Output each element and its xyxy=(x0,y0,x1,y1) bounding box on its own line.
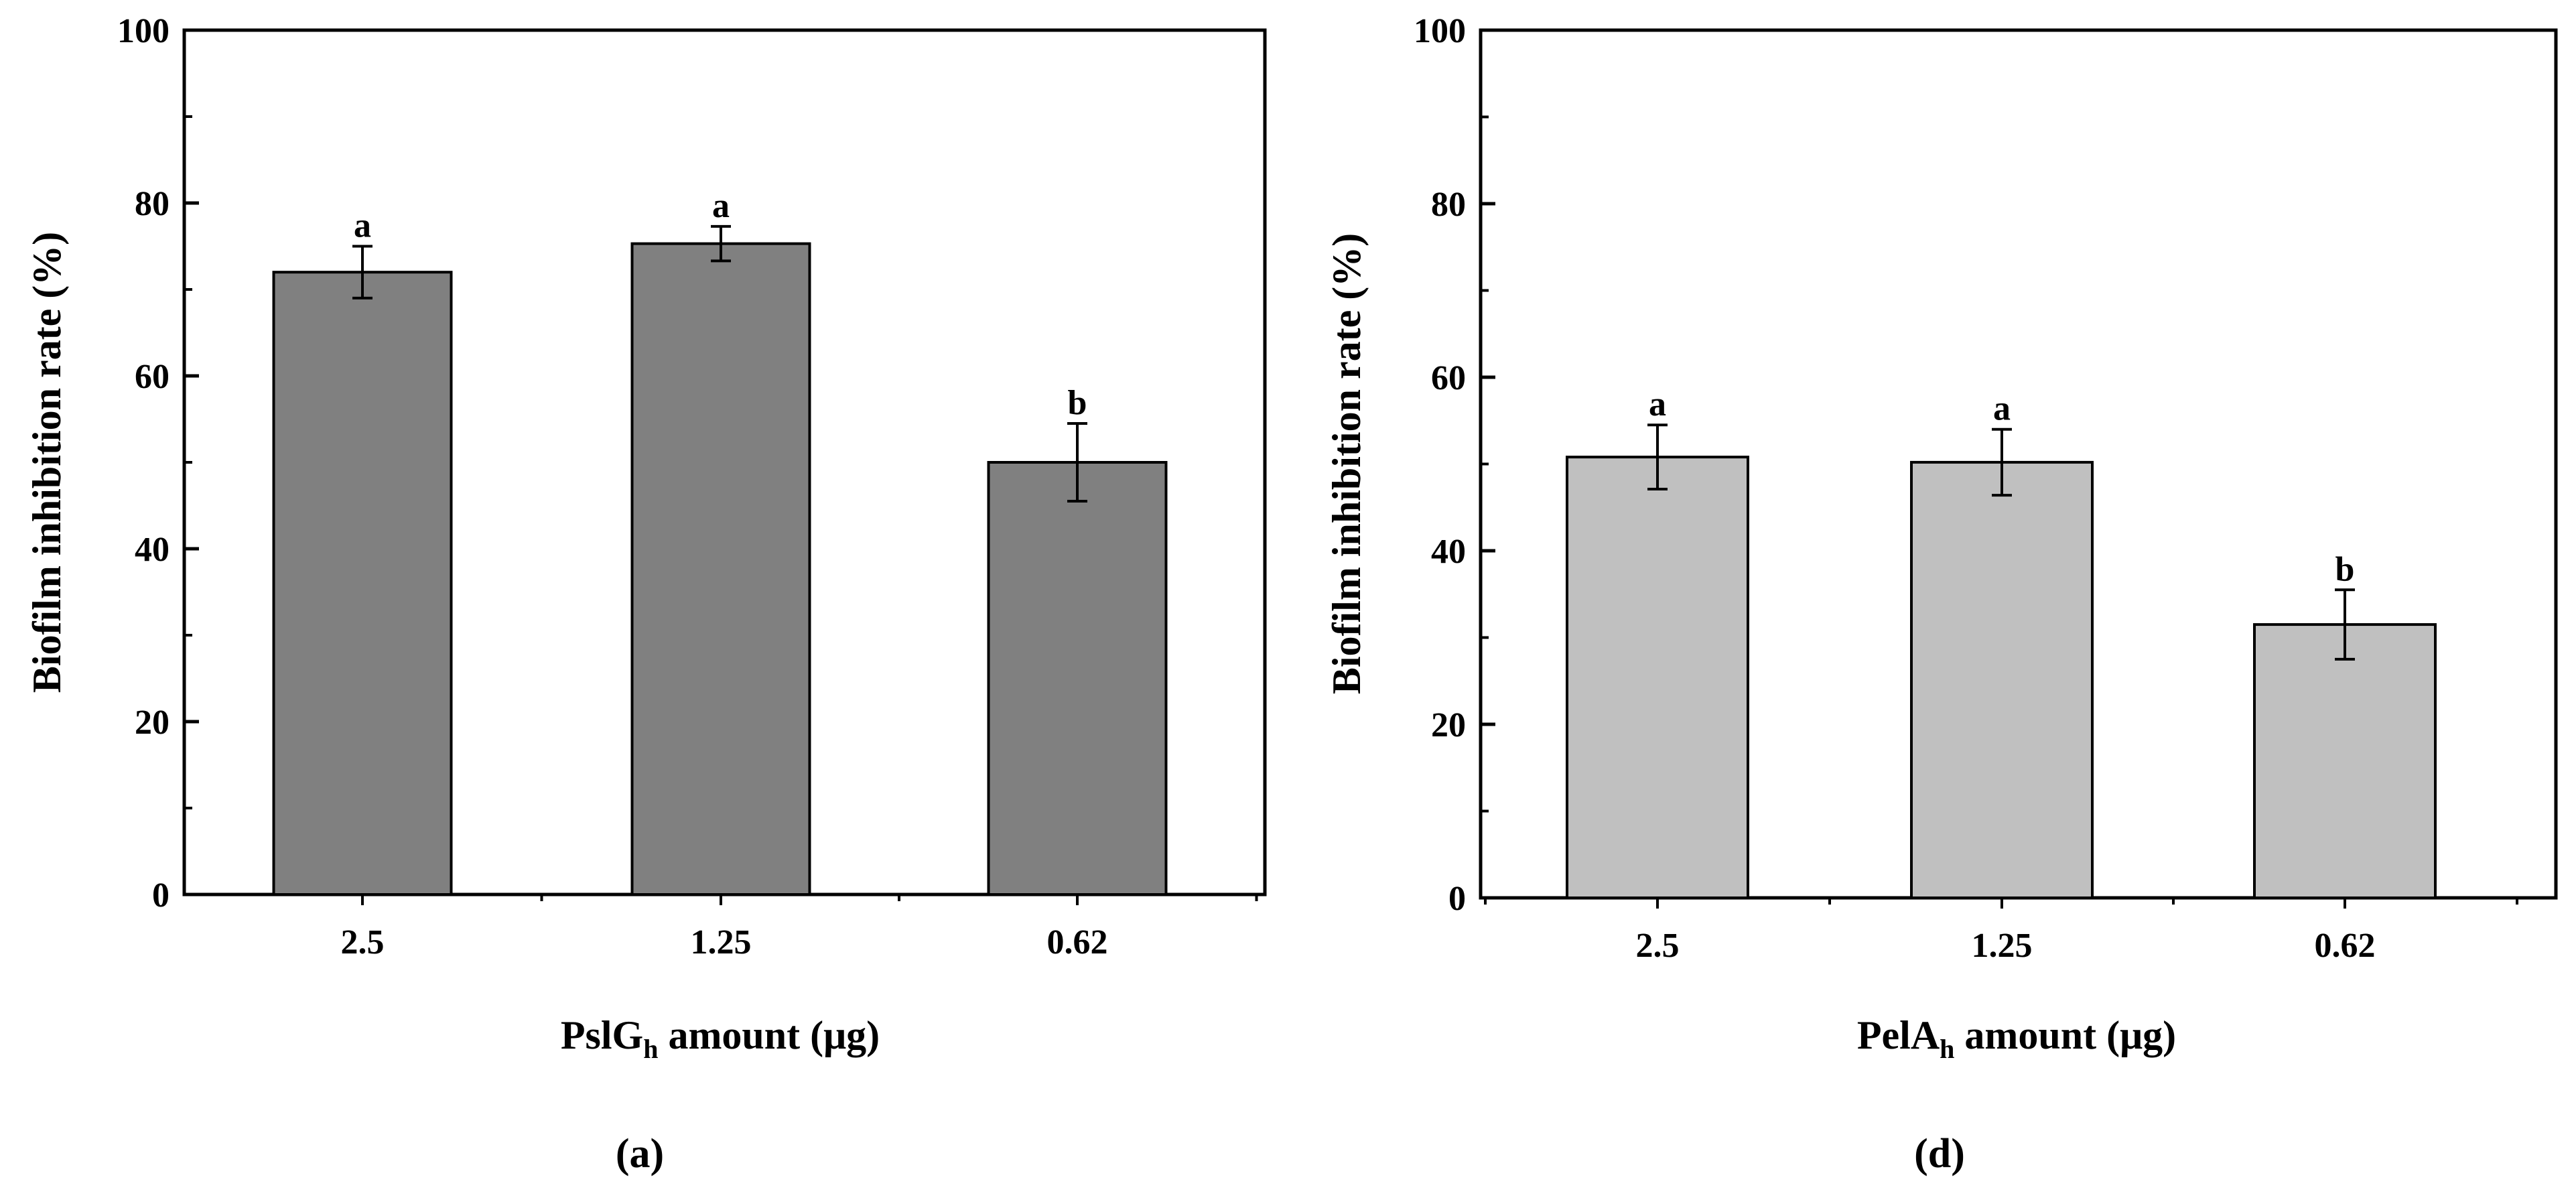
y-tick-label: 0 xyxy=(1448,880,1466,918)
y-tick-label: 20 xyxy=(1431,706,1466,744)
y-tick-label: 80 xyxy=(1431,186,1466,224)
y-tick-label: 40 xyxy=(135,531,170,569)
y-tick-label: 80 xyxy=(135,185,170,223)
bar xyxy=(2253,623,2437,899)
x-axis-title-rest: amount (μg) xyxy=(1954,1013,2176,1057)
bar xyxy=(272,271,453,896)
x-axis-title-main: PslG xyxy=(561,1013,643,1057)
significance-label: a xyxy=(354,207,371,245)
x-axis-title-main: PelA xyxy=(1857,1013,1940,1057)
x-axis-title-rest: amount (μg) xyxy=(658,1013,880,1057)
x-tick-label: 1.25 xyxy=(1972,927,2033,965)
x-axis-title-subscript: h xyxy=(643,1034,658,1064)
x-tick-label: 2.5 xyxy=(1636,927,1680,965)
chart-panel-a: 0 20 40 60 80 100 a a b 2.5 1.25 0.62 Biofilm inh… xyxy=(25,12,1267,1177)
y-axis-title: Biofilm inhibition rate (%) xyxy=(25,232,69,693)
y-tick-label: 0 xyxy=(152,876,170,915)
significance-label: b xyxy=(2335,550,2355,588)
y-axis-title: Biofilm inhibition rate (%) xyxy=(1325,233,1369,694)
bar-series: a a b xyxy=(1566,385,2437,899)
significance-label: a xyxy=(1993,390,2011,428)
y-tick-label: 40 xyxy=(1431,533,1466,571)
y-axis-ticks: 0 20 40 60 80 100 xyxy=(1414,12,1495,918)
x-tick-label: 1.25 xyxy=(691,923,752,961)
chart-panel-d: 0 20 40 60 80 100 a a b 2.5 1.25 0.62 Biofilm inh… xyxy=(1325,12,2558,1177)
bar-series: a a b xyxy=(272,187,1168,896)
y-tick-label: 60 xyxy=(1431,359,1466,397)
x-tick-label: 0.62 xyxy=(1047,923,1108,961)
significance-label: a xyxy=(1649,385,1666,423)
x-axis-title: PelAh amount (μg) xyxy=(1857,1013,2176,1064)
panel-label-a: (a) xyxy=(616,1131,664,1177)
bar xyxy=(1910,460,2094,899)
x-tick-label: 2.5 xyxy=(341,923,385,961)
panel-label-d: (d) xyxy=(1914,1131,1965,1177)
y-tick-label: 20 xyxy=(135,704,170,742)
y-tick-label: 60 xyxy=(135,358,170,396)
x-axis-ticks: 2.5 1.25 0.62 xyxy=(341,894,1258,961)
y-axis-ticks: 0 20 40 60 80 100 xyxy=(117,12,199,915)
y-tick-label: 100 xyxy=(117,12,170,50)
x-axis-title: PslGh amount (μg) xyxy=(561,1013,880,1064)
bar xyxy=(1566,456,1749,899)
significance-label: b xyxy=(1068,384,1087,422)
y-tick-label: 100 xyxy=(1414,12,1466,50)
x-axis-ticks: 2.5 1.25 0.62 xyxy=(1484,898,2518,965)
x-axis-title-subscript: h xyxy=(1940,1034,1954,1064)
bar xyxy=(987,461,1168,896)
bar xyxy=(630,242,811,896)
x-tick-label: 0.62 xyxy=(2315,927,2376,965)
significance-label: a xyxy=(712,187,730,225)
